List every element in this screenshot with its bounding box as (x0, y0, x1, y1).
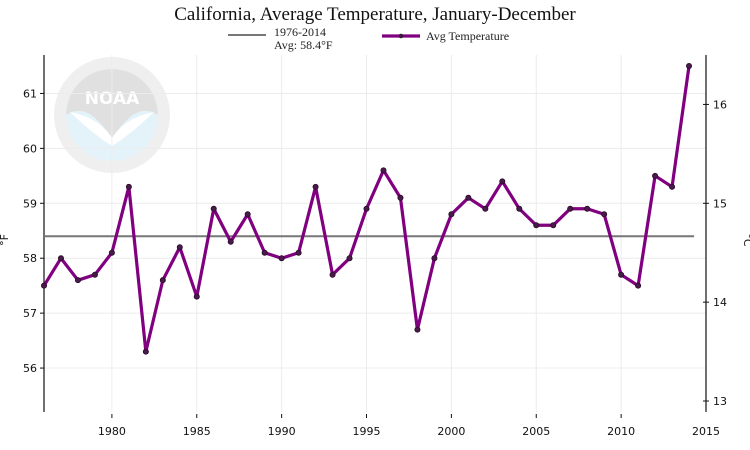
data-point (295, 249, 302, 256)
data-point (125, 183, 132, 190)
y-tick-label-left: 60 (23, 142, 37, 155)
data-point (397, 194, 404, 201)
tick-labels: 1980 1985 1990 1995 2000 2005 2010 2015 56 57 58 59… (23, 87, 727, 438)
data-point (618, 271, 625, 278)
y-tick-label-left: 57 (23, 307, 37, 320)
noaa-logo-text: NOAA (85, 89, 140, 109)
x-tick-label: 2015 (692, 425, 720, 438)
data-point (482, 205, 489, 212)
data-point (363, 205, 370, 212)
y-axis-label-left: °F (0, 234, 11, 246)
data-point (414, 326, 421, 333)
data-point (278, 255, 285, 262)
data-point (41, 282, 48, 289)
legend-label-reference-line2: Avg: 58.4°F (274, 38, 333, 52)
data-point (635, 282, 642, 289)
x-tick-label: 1990 (268, 425, 296, 438)
data-point (57, 255, 64, 262)
data-point (159, 277, 166, 284)
data-point (550, 222, 557, 229)
y-tick-label-right: 15 (713, 197, 727, 210)
data-point (431, 255, 438, 262)
data-point (380, 167, 387, 174)
x-tick-label: 1980 (98, 425, 126, 438)
data-point (601, 211, 608, 218)
data-point (227, 238, 234, 245)
series-points (41, 62, 693, 355)
data-point (465, 194, 472, 201)
legend-label-reference-line1: 1976-2014 (274, 25, 326, 39)
x-tick-label: 1995 (353, 425, 381, 438)
x-tick-label: 1985 (183, 425, 211, 438)
data-point (142, 348, 149, 355)
data-point (533, 222, 540, 229)
data-point (261, 249, 268, 256)
chart-title: California, Average Temperature, January… (174, 4, 576, 25)
data-point (193, 293, 200, 300)
y-tick-label-left: 61 (23, 87, 37, 100)
data-point (652, 172, 659, 179)
data-point (567, 205, 574, 212)
data-point (74, 277, 81, 284)
data-point (584, 205, 591, 212)
data-point (244, 211, 251, 218)
y-tick-label-right: 13 (713, 395, 727, 408)
y-tick-label-left: 58 (23, 252, 37, 265)
data-point (108, 249, 115, 256)
x-tick-label: 2010 (607, 425, 635, 438)
data-point (499, 178, 506, 185)
y-tick-label-right: 16 (713, 98, 727, 111)
data-point (176, 244, 183, 251)
data-point (329, 271, 336, 278)
y-axis-label-right: °C (741, 233, 750, 247)
grid (44, 55, 706, 412)
y-tick-label-right: 14 (713, 296, 727, 309)
data-point (346, 255, 353, 262)
data-point (516, 205, 523, 212)
data-point (669, 183, 676, 190)
data-point (448, 211, 455, 218)
y-tick-label-left: 56 (23, 362, 37, 375)
data-point (312, 183, 319, 190)
data-point (210, 205, 217, 212)
x-tick-label: 2000 (437, 425, 465, 438)
legend-marker-avg-temperature (398, 33, 404, 39)
axes (40, 55, 709, 418)
data-point (91, 271, 98, 278)
x-tick-label: 2005 (522, 425, 550, 438)
legend: 1976-2014 Avg: 58.4°F Avg Temperature (228, 25, 509, 52)
data-point (686, 62, 693, 69)
y-tick-label-left: 59 (23, 197, 37, 210)
legend-label-avg-temperature: Avg Temperature (426, 29, 509, 43)
